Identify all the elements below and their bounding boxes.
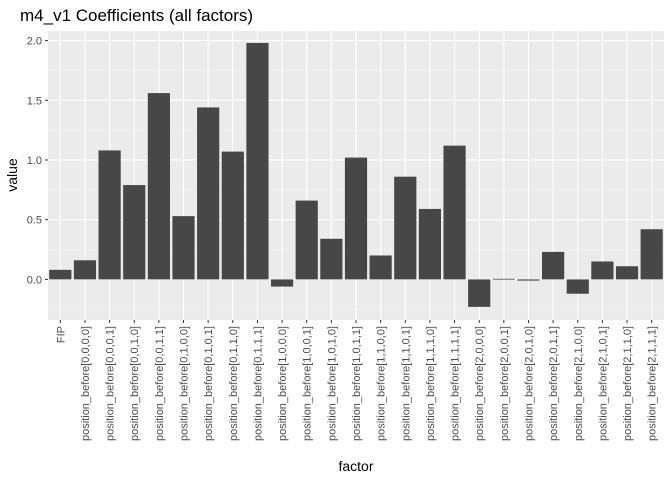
- bar: [98, 150, 121, 280]
- x-tick-label: position_before[1,0,1,0]: [326, 326, 338, 441]
- y-tick-label: 1.5: [27, 95, 42, 107]
- x-tick-label: position_before[1,1,1,1]: [450, 326, 462, 441]
- x-tick-label: position_before[0,1,1,0]: [228, 326, 240, 441]
- bar: [591, 261, 614, 280]
- bar: [73, 260, 97, 280]
- bars-group: [49, 42, 663, 307]
- bar: [443, 145, 466, 280]
- bar: [566, 279, 589, 294]
- bar: [49, 269, 72, 280]
- x-tick-label: position_before[0,0,0,0]: [80, 326, 92, 441]
- x-tick-label: position_before[2,0,1,1]: [548, 326, 560, 441]
- x-tick-label: position_before[2,1,0,1]: [597, 326, 609, 441]
- x-tick-label: position_before[0,0,1,0]: [129, 326, 141, 441]
- y-tick-label: 1.0: [27, 155, 42, 167]
- y-tick-label: 0.0: [27, 274, 42, 286]
- bar: [295, 200, 318, 280]
- x-tick-label: position_before[0,0,0,1]: [105, 326, 117, 441]
- x-tick-label: position_before[2,0,1,0]: [523, 326, 535, 441]
- bar: [147, 93, 170, 280]
- bar: [320, 238, 343, 280]
- bar: [172, 216, 195, 280]
- x-tick-label: position_before[2,1,1,0]: [622, 326, 634, 441]
- x-tick-label: position_before[2,1,1,1]: [647, 326, 659, 441]
- chart-title: m4_v1 Coefficients (all factors): [20, 6, 253, 25]
- x-axis: FIP position_before[0,0,0,0] position_befo…: [55, 320, 659, 441]
- bar: [468, 279, 491, 307]
- x-tick-label: position_before[1,1,1,0]: [425, 326, 437, 441]
- x-tick-label: position_before[2,0,0,1]: [499, 326, 511, 441]
- y-axis: 0.0 0.5 1.0 1.5 2.0: [27, 36, 48, 286]
- x-tick-label: position_before[0,1,1,1]: [252, 326, 264, 441]
- x-tick-label: position_before[2,0,0,0]: [474, 326, 486, 441]
- bar: [369, 255, 392, 280]
- y-axis-title: value: [4, 158, 20, 192]
- bar: [542, 251, 565, 280]
- bar: [123, 185, 146, 280]
- x-tick-label: position_before[2,1,0,0]: [573, 326, 585, 441]
- bar: [197, 107, 220, 280]
- x-tick-label: position_before[1,1,0,0]: [376, 326, 388, 441]
- y-tick-label: 2.0: [27, 36, 42, 48]
- x-tick-label: position_before[1,0,0,0]: [277, 326, 289, 441]
- bar: [344, 157, 368, 280]
- bar: [270, 279, 294, 287]
- bar: [640, 229, 663, 280]
- bar: [517, 279, 540, 281]
- x-tick-label: position_before[1,0,1,1]: [351, 326, 363, 441]
- bar: [418, 208, 442, 280]
- bar: [615, 266, 639, 280]
- x-tick-label: position_before[1,0,0,1]: [302, 326, 314, 441]
- x-tick-label: FIP: [55, 326, 67, 343]
- bar: [246, 42, 269, 280]
- x-tick-label: position_before[0,1,0,0]: [179, 326, 191, 441]
- x-tick-label: position_before[0,1,0,1]: [203, 326, 215, 441]
- bar: [492, 278, 515, 280]
- x-tick-label: position_before[0,0,1,1]: [154, 326, 166, 441]
- bar: [394, 176, 417, 280]
- x-tick-label: position_before[1,1,0,1]: [400, 326, 412, 441]
- bar: [221, 151, 244, 280]
- y-tick-label: 0.5: [27, 215, 42, 227]
- x-axis-title: factor: [338, 458, 373, 474]
